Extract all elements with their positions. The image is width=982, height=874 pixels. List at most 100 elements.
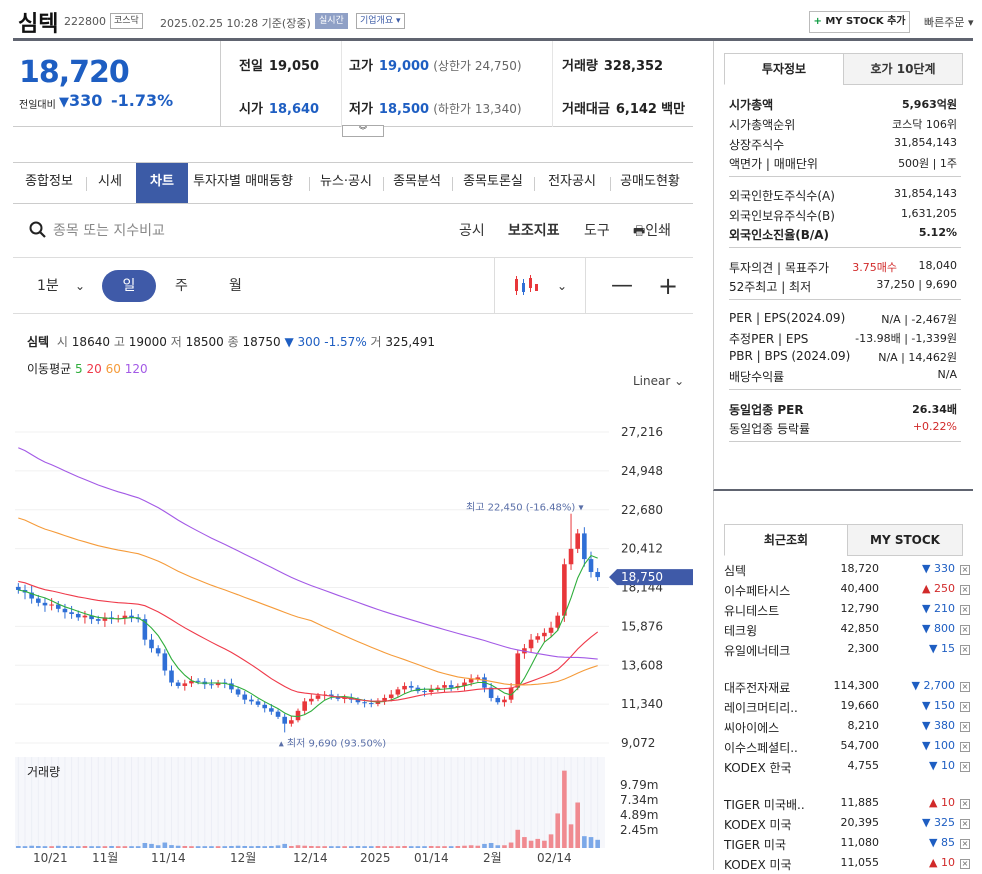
tab-news[interactable]: 뉴스·공시 [320,174,372,189]
tab-forum[interactable]: 종목토론실 [463,174,523,189]
tab-analysis[interactable]: 종목분석 [393,174,441,189]
top-divider [13,38,973,41]
interval-week[interactable]: 주 [175,278,188,294]
remove-icon[interactable]: × [960,859,970,869]
price-tick: 15,876 [621,619,663,633]
recent-name[interactable]: 이수스페셜티.. [724,741,798,755]
tab-invest-info[interactable]: 투자정보 [724,53,844,85]
tab-investor[interactable]: 투자자별 매매동향 [193,174,293,189]
ma120-line [18,447,598,660]
volume-tick: 9.79m [620,778,658,792]
tool-drawing[interactable]: 도구 [584,223,610,239]
tab-summary[interactable]: 종합정보 [25,174,73,189]
remove-icon[interactable]: × [960,682,970,692]
recent-item[interactable]: KODEX 미국 20,395 ▼ 325 × [724,816,970,834]
interval-month[interactable]: 월 [229,278,242,294]
remove-icon[interactable]: × [960,625,970,635]
price-chart[interactable]: 27,21624,94822,68020,41218,14415,87613,6… [13,314,693,870]
tab-orderbook[interactable]: 호가 10단계 [843,53,963,85]
remove-icon[interactable]: × [960,839,970,849]
recent-item[interactable]: 유일에너테크 2,300 ▼ 15 × [724,642,970,660]
recent-item[interactable]: 유니테스트 12,790 ▼ 210 × [724,602,970,620]
tab-quote[interactable]: 시세 [98,174,122,189]
search-icon[interactable] [29,221,47,239]
volume-bar [502,845,507,848]
candle-body [542,632,547,637]
x-tick: 2025 [360,851,391,865]
candle-type-icon[interactable] [513,275,539,297]
recent-name[interactable]: 이수페타시스 [724,584,791,598]
recent-name[interactable]: KODEX 미국 [724,858,792,872]
volume-bar [169,845,174,848]
candle-body [29,592,34,599]
remove-icon[interactable]: × [960,565,970,575]
recent-name[interactable]: 유니테스트 [724,604,780,618]
recent-name[interactable]: KODEX 한국 [724,761,792,775]
tab-mystock[interactable]: MY STOCK [847,524,963,556]
volume-bar [175,845,181,848]
remove-icon[interactable]: × [960,762,970,772]
recent-item[interactable]: 테크윙 42,850 ▼ 800 × [724,622,970,640]
recent-item[interactable]: 레이크머티리.. 19,660 ▼ 150 × [724,699,970,717]
recent-item[interactable]: TIGER 미국 11,080 ▼ 85 × [724,836,970,854]
candle-body [448,685,454,688]
tool-print[interactable]: 🖶인쇄 [633,223,672,239]
volume-bar [89,846,94,848]
remove-icon[interactable]: × [960,742,970,752]
volume-bar [315,846,321,848]
recent-item[interactable]: TIGER 미국배.. 11,885 ▲ 10 × [724,796,970,814]
chevron-down-icon[interactable]: ⌄ [75,279,86,293]
recent-name[interactable]: KODEX 미국 [724,818,792,832]
volume-bar [162,842,168,848]
interval-day[interactable]: 일 [102,270,156,302]
zoom-in-button[interactable]: + [658,272,679,300]
tab-chart[interactable]: 차트 [136,163,188,203]
tab-shortsell[interactable]: 공매도현황 [620,174,680,189]
x-tick: 2월 [483,851,502,865]
remove-icon[interactable]: × [960,799,970,809]
scale-select[interactable]: Linear ⌄ [633,374,685,388]
invest-key: 52주최고 | 최저 [729,280,812,294]
candle-body [255,701,261,705]
interval-1min[interactable]: 1분 [37,278,59,294]
remove-icon[interactable]: × [960,722,970,732]
recent-name[interactable]: 레이크머티리.. [724,701,798,715]
recent-item[interactable]: KODEX 미국 11,055 ▲ 10 × [724,856,970,874]
tool-disclosure[interactable]: 공시 [459,223,485,239]
fast-order-button[interactable]: 빠른주문 ▾ [924,16,974,29]
realtime-badge[interactable]: 실시간 [315,13,348,29]
add-mystock-button[interactable]: + MY STOCK 추가 [809,11,910,33]
recent-name[interactable]: 테크윙 [724,624,758,638]
remove-icon[interactable]: × [960,702,970,712]
recent-name[interactable]: TIGER 미국배.. [724,798,805,812]
recent-price: 54,700 [840,739,880,752]
recent-item[interactable]: 심텍 18,720 ▼ 330 × [724,562,970,580]
candle-body [69,612,74,614]
tool-indicators[interactable]: 보조지표 [508,223,560,239]
remove-icon[interactable]: × [960,585,970,595]
recent-name[interactable]: 대주전자재료 [724,681,791,695]
collapse-toggle[interactable]: ︾ [342,125,384,137]
zoom-out-button[interactable]: — [611,273,633,298]
remove-icon[interactable]: × [960,819,970,829]
remove-icon[interactable]: × [960,605,970,615]
recent-item[interactable]: 이수페타시스 40,400 ▲ 250 × [724,582,970,600]
candle-body [368,703,374,705]
recent-item[interactable]: 씨아이에스 8,210 ▼ 380 × [724,719,970,737]
recent-name[interactable]: 심텍 [724,564,747,578]
recent-item[interactable]: 대주전자재료 114,300 ▼ 2,700 × [724,679,970,697]
tab-recent[interactable]: 최근조회 [724,524,848,556]
recent-name[interactable]: 씨아이에스 [724,721,780,735]
chevron-down-icon[interactable]: ⌄ [557,279,568,293]
compare-search-input[interactable]: 종목 또는 지수비교 [53,223,165,239]
recent-item[interactable]: KODEX 한국 4,755 ▼ 10 × [724,759,970,777]
recent-item[interactable]: 이수스페셜티.. 54,700 ▼ 100 × [724,739,970,757]
tab-dart[interactable]: 전자공시 [548,174,596,189]
price-tick: 22,680 [621,503,663,517]
volume-bar [428,845,434,848]
recent-name[interactable]: 유일에너테크 [724,644,791,658]
recent-name[interactable]: TIGER 미국 [724,838,786,852]
candle-body [468,679,474,683]
company-overview-button[interactable]: 기업개요 ▾ [356,13,405,29]
remove-icon[interactable]: × [960,645,970,655]
